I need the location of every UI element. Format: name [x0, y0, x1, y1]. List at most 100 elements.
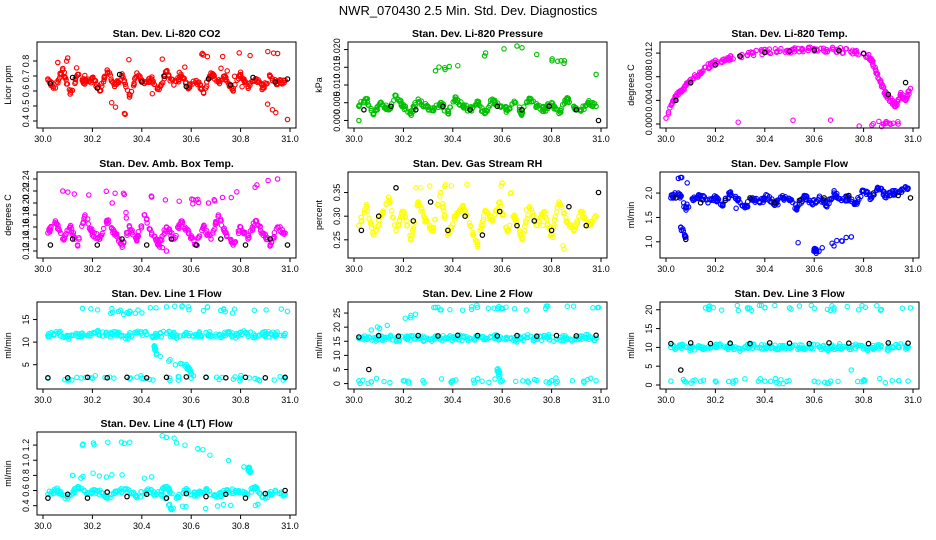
data-point: [176, 374, 182, 380]
data-point: [584, 376, 591, 383]
data-point: [269, 107, 276, 113]
x-tick-label: 30.8: [232, 264, 250, 274]
data-point: [878, 83, 885, 90]
data-point: [412, 107, 419, 113]
data-point: [796, 303, 803, 309]
data-point: [269, 75, 276, 82]
data-point: [82, 72, 88, 79]
data-point: [579, 208, 585, 215]
data-point: [356, 222, 362, 229]
data-point: [375, 222, 382, 229]
data-point: [168, 506, 174, 512]
data-point: [223, 76, 229, 83]
data-point: [898, 341, 904, 347]
data-point: [78, 475, 84, 481]
data-point: [467, 223, 474, 230]
data-point: [795, 346, 801, 353]
data-point: [182, 64, 188, 70]
data-point: [546, 379, 553, 386]
data-point: [491, 332, 498, 338]
data-point: [519, 109, 526, 116]
data-point: [208, 236, 214, 242]
data-point: [682, 83, 688, 89]
data-point: [582, 103, 588, 109]
data-point: [485, 305, 492, 312]
data-point: [781, 342, 787, 349]
data-point: [157, 330, 164, 336]
data-point: [190, 373, 197, 379]
data-point: [158, 82, 164, 89]
data-point: [119, 244, 125, 250]
data-point: [390, 214, 396, 221]
y-tick-label: 20: [644, 305, 654, 315]
panel-7: Stan. Dev. Line 1 Flow ml/min 30.0 30.2 30.4…: [3, 288, 299, 405]
data-point: [151, 343, 158, 349]
data-point: [169, 230, 175, 236]
data-point: [134, 232, 141, 239]
data-point: [89, 487, 95, 493]
series-cal: [668, 340, 911, 373]
data-point: [143, 242, 150, 248]
data-point: [64, 374, 71, 381]
series-all: [45, 176, 288, 254]
data-point: [684, 180, 690, 186]
data-point: [187, 235, 194, 241]
x-tick-label: 30.0: [657, 264, 675, 274]
data-point: [878, 77, 884, 84]
data-point: [159, 432, 165, 439]
data-point: [150, 78, 156, 84]
data-point: [166, 485, 172, 491]
data-point: [442, 66, 448, 73]
data-point: [824, 200, 830, 207]
panel-2: Stan. Dev. Li-820 Pressure kPa 30.0 30.2 30.…: [314, 28, 610, 144]
data-point: [828, 195, 834, 202]
y-tick-label: 1.0: [21, 454, 31, 467]
x-tick-label: 31.0: [592, 264, 610, 274]
data-point: [214, 503, 221, 509]
data-point: [55, 222, 61, 228]
data-point: [181, 225, 188, 232]
data-point: [816, 248, 822, 255]
data-point: [887, 121, 894, 128]
data-point: [521, 333, 528, 340]
data-point: [885, 91, 892, 98]
y-tick-label: 0.6: [21, 484, 31, 497]
data-point: [438, 376, 445, 382]
y-tick-label: 10: [332, 350, 342, 360]
data-point: [432, 216, 438, 223]
data-point: [805, 44, 812, 51]
data-point: [819, 199, 825, 205]
data-point: [163, 495, 170, 501]
data-point: [121, 440, 128, 447]
data-point: [195, 199, 202, 206]
data-point: [141, 329, 148, 335]
data-point: [185, 332, 192, 339]
data-point: [111, 375, 117, 381]
data-point: [471, 380, 477, 386]
data-point: [103, 188, 110, 195]
data-point: [231, 73, 238, 80]
y-tick-label: 0.8: [21, 469, 31, 482]
data-point: [480, 333, 486, 340]
data-point: [719, 56, 726, 63]
data-point: [194, 81, 201, 88]
data-point: [163, 304, 170, 310]
data-point: [869, 61, 876, 68]
data-point: [186, 306, 192, 313]
series-cal: [45, 374, 288, 381]
data-point: [358, 227, 365, 234]
data-point: [82, 488, 88, 495]
data-point: [542, 212, 549, 218]
y-tick-label: 10: [21, 337, 31, 347]
data-point: [590, 305, 596, 311]
data-point: [788, 306, 794, 312]
data-point: [673, 195, 679, 201]
data-point: [697, 378, 704, 384]
data-point: [80, 441, 86, 447]
data-point: [431, 105, 438, 111]
data-point: [482, 50, 489, 56]
data-point: [160, 328, 167, 335]
data-point: [94, 307, 101, 313]
data-point: [203, 85, 209, 91]
data-point: [514, 43, 520, 49]
